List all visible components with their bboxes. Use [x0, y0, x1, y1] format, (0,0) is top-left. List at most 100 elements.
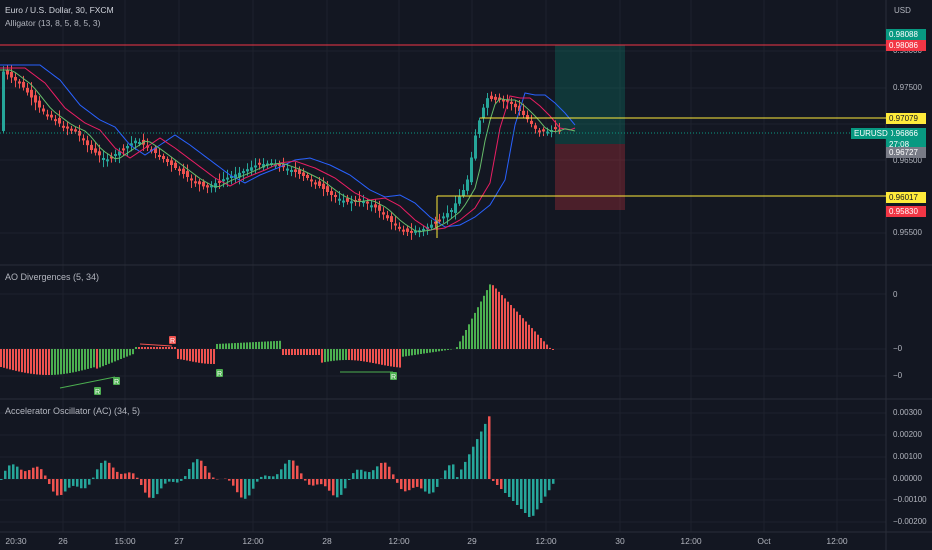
candle-body [314, 182, 317, 185]
ao-histogram-bar [477, 307, 479, 349]
candle-body [486, 98, 489, 108]
candle-body [386, 215, 389, 219]
candle-body [230, 176, 233, 178]
ac-histogram-bar [424, 479, 427, 492]
ac-histogram-bar [368, 472, 371, 479]
candle-body [166, 158, 169, 162]
ac-histogram-bar [392, 474, 395, 479]
ac-histogram-bar [400, 479, 403, 490]
ac-histogram-bar [552, 479, 555, 484]
candle-body [522, 110, 525, 115]
time-axis-label: 12:00 [535, 536, 557, 546]
ac-histogram-bar [136, 477, 139, 479]
ac-histogram-bar [104, 460, 107, 479]
yellow-line-price-tag: 0.96017 [886, 192, 926, 203]
ac-histogram-bar [520, 479, 523, 509]
ac-histogram-bar [432, 479, 435, 493]
ao-histogram-bar [318, 349, 320, 355]
ac-histogram-bar [24, 471, 27, 479]
ao-histogram-bar [177, 349, 179, 359]
ao-histogram-bar [30, 349, 32, 374]
ao-divergence-marker [216, 369, 223, 377]
stop-loss-price-tag: 0.95830 [886, 206, 926, 217]
candle-body [30, 89, 33, 98]
ac-histogram-bar [288, 459, 291, 479]
ac-histogram-bar [504, 479, 507, 493]
ao-histogram-bar [417, 349, 419, 355]
ao-indicator-title[interactable]: AO Divergences (5, 34) [5, 272, 100, 282]
candle-body [10, 71, 13, 78]
ao-histogram-bar [366, 349, 368, 362]
ao-histogram-bar [174, 347, 176, 349]
candle-body [26, 87, 29, 93]
ac-histogram-bar [20, 469, 23, 479]
ao-histogram-bar [87, 349, 89, 369]
ao-histogram-bar [405, 349, 407, 357]
ac-histogram-bar [460, 469, 463, 479]
ao-histogram-bar [78, 349, 80, 372]
candle-body [526, 114, 529, 120]
ao-divergence-line [59, 376, 116, 389]
candle-body [62, 125, 65, 128]
ac-histogram-bar [412, 479, 415, 488]
ao-histogram-bar [147, 347, 149, 349]
ac-histogram-bar [88, 479, 91, 485]
ao-histogram-bar [435, 349, 437, 352]
candle-body [266, 163, 269, 166]
candle-body [82, 138, 85, 141]
candle-body [90, 144, 93, 150]
candle-body [54, 119, 57, 122]
candle-body [318, 181, 321, 186]
ao-histogram-bar [258, 341, 260, 349]
price-axis-label: 0.95500 [893, 228, 922, 237]
ac-histogram-bar [236, 479, 239, 493]
ao-histogram-bar [447, 349, 449, 350]
ao-histogram-bar [3, 349, 5, 368]
ao-histogram-bar [270, 341, 272, 349]
ac-histogram-bar [96, 469, 99, 479]
ao-histogram-bar [0, 349, 2, 367]
candle-body [58, 117, 61, 124]
time-axis-label: 28 [322, 536, 332, 546]
candle-body [494, 96, 497, 100]
ac-histogram-bar [36, 466, 39, 479]
candle-body [198, 181, 201, 185]
candle-body [6, 69, 9, 75]
ao-histogram-bar [369, 349, 371, 363]
ac-axis-label: −0.00100 [893, 495, 927, 504]
ac-histogram-bar [500, 479, 503, 489]
ao-histogram-bar [162, 347, 164, 349]
candle-body [118, 151, 121, 156]
ao-histogram-bar [96, 349, 98, 369]
candle-body [70, 128, 73, 131]
alligator-indicator-title[interactable]: Alligator (13, 8, 5, 8, 5, 3) [5, 18, 101, 28]
ao-histogram-bar [261, 341, 263, 349]
ac-indicator-title[interactable]: Accelerator Oscillator (AC) (34, 5) [5, 406, 141, 416]
ao-histogram-bar [219, 343, 221, 349]
ac-histogram-bar [240, 479, 243, 498]
ac-histogram-bar [308, 479, 311, 485]
candle-body [346, 198, 349, 202]
ac-histogram-bar [248, 479, 251, 496]
ao-histogram-bar [489, 284, 491, 349]
ao-histogram-bar [207, 349, 209, 364]
ac-histogram-bar [112, 467, 115, 479]
candle-body [154, 147, 157, 153]
currency-label[interactable]: USD [894, 6, 911, 15]
ao-histogram-bar [192, 349, 194, 362]
ao-histogram-bar [462, 335, 464, 349]
ac-histogram-bar [484, 423, 487, 479]
candle-body [378, 205, 381, 211]
ao-histogram-bar [393, 349, 395, 367]
candle-body [362, 201, 365, 204]
ao-histogram-bar [426, 349, 428, 354]
ao-histogram-bar [264, 341, 266, 349]
ac-histogram-bar [16, 466, 19, 479]
ac-histogram-bar [256, 479, 259, 482]
ao-histogram-bar [273, 341, 275, 349]
ao-histogram-bar [33, 349, 35, 375]
ac-histogram-bar [496, 479, 499, 485]
ao-histogram-bar [18, 349, 20, 372]
ac-histogram-bar [280, 469, 283, 479]
